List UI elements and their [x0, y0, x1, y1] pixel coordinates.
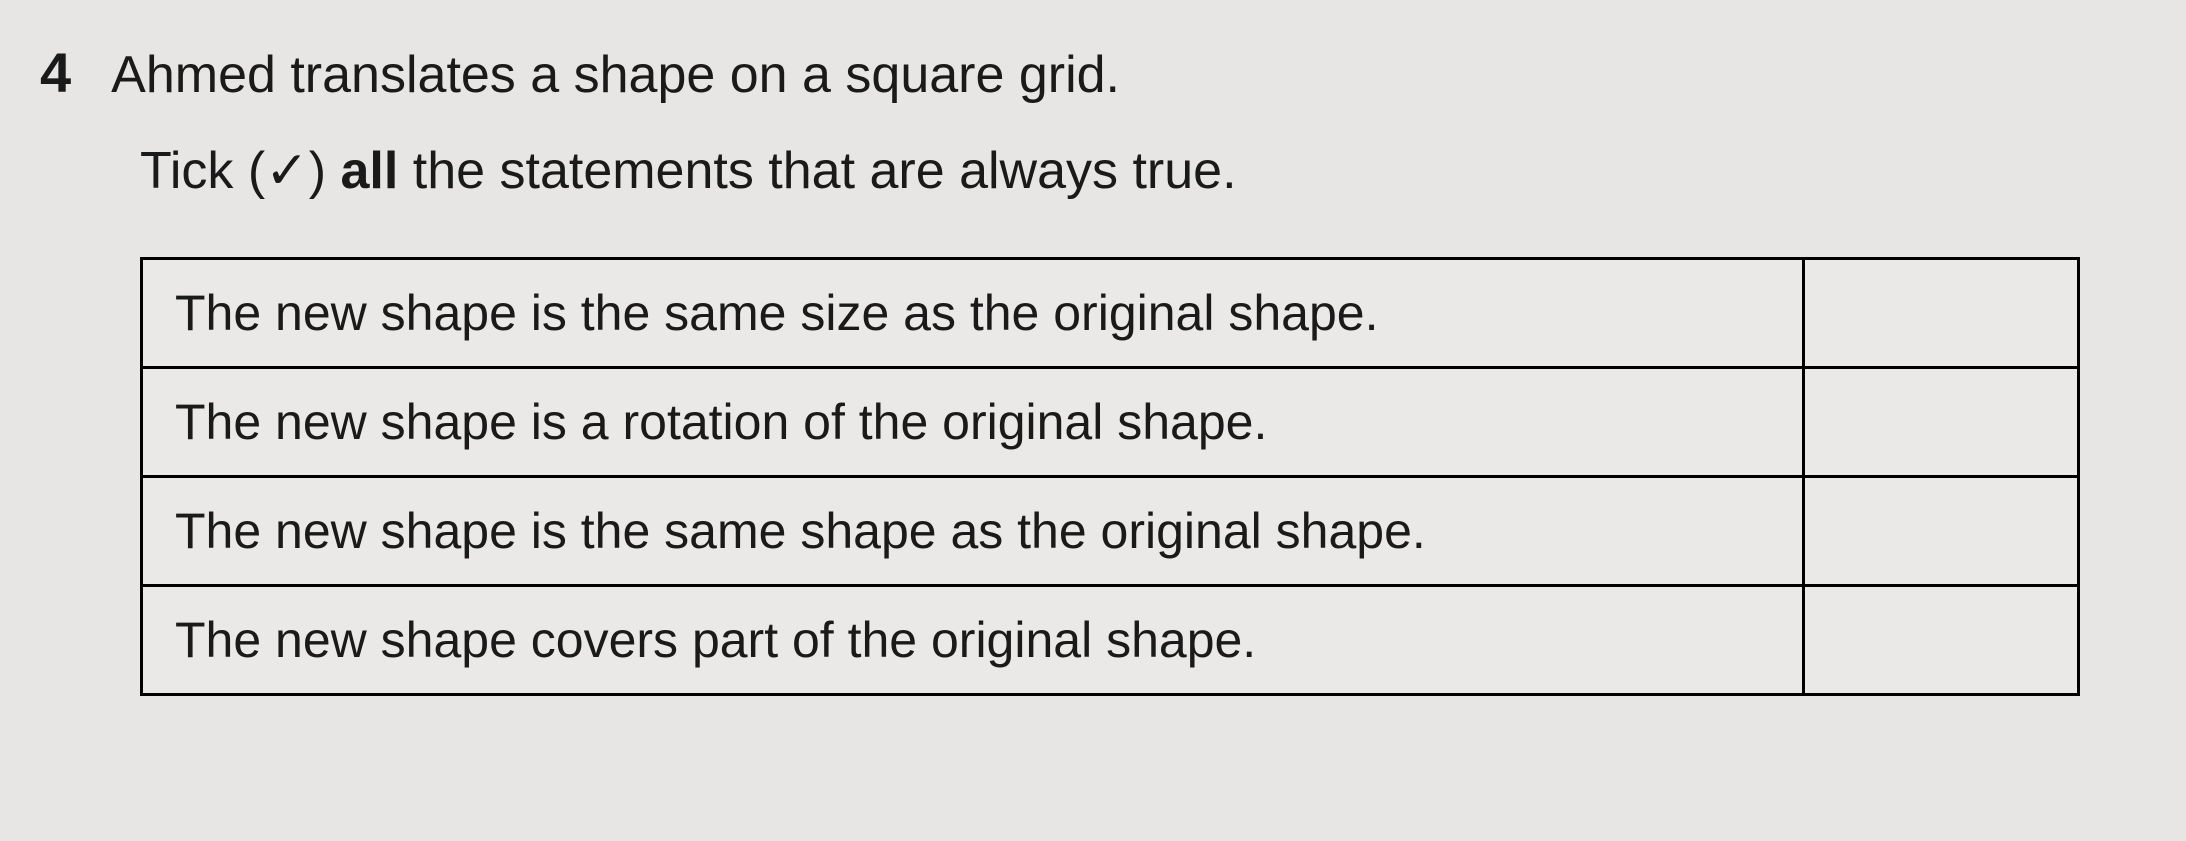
- question-prompt: Ahmed translates a shape on a square gri…: [111, 45, 1120, 105]
- table-row: The new shape is a rotation of the origi…: [142, 368, 2079, 477]
- statement-cell: The new shape is the same size as the or…: [142, 259, 1804, 368]
- question-header: 4 Ahmed translates a shape on a square g…: [40, 40, 2066, 105]
- instruction-bold-word: all: [341, 142, 399, 200]
- question-instruction: Tick (✓) all the statements that are alw…: [140, 141, 2066, 201]
- worksheet-page: 4 Ahmed translates a shape on a square g…: [0, 0, 2186, 736]
- statement-cell: The new shape is the same shape as the o…: [142, 477, 1804, 586]
- table-row: The new shape covers part of the origina…: [142, 586, 2079, 695]
- instruction-prefix: Tick (: [140, 142, 265, 200]
- statements-table: The new shape is the same size as the or…: [140, 257, 2080, 696]
- statement-cell: The new shape is a rotation of the origi…: [142, 368, 1804, 477]
- table-row: The new shape is the same size as the or…: [142, 259, 2079, 368]
- tick-symbol-icon: ✓: [265, 142, 309, 200]
- statement-cell: The new shape covers part of the origina…: [142, 586, 1804, 695]
- instruction-mid: ): [309, 142, 341, 200]
- tick-cell[interactable]: [1804, 259, 2079, 368]
- instruction-suffix: the statements that are always true.: [398, 142, 1236, 200]
- tick-cell[interactable]: [1804, 477, 2079, 586]
- table-row: The new shape is the same shape as the o…: [142, 477, 2079, 586]
- question-number: 4: [40, 40, 71, 105]
- tick-cell[interactable]: [1804, 368, 2079, 477]
- tick-cell[interactable]: [1804, 586, 2079, 695]
